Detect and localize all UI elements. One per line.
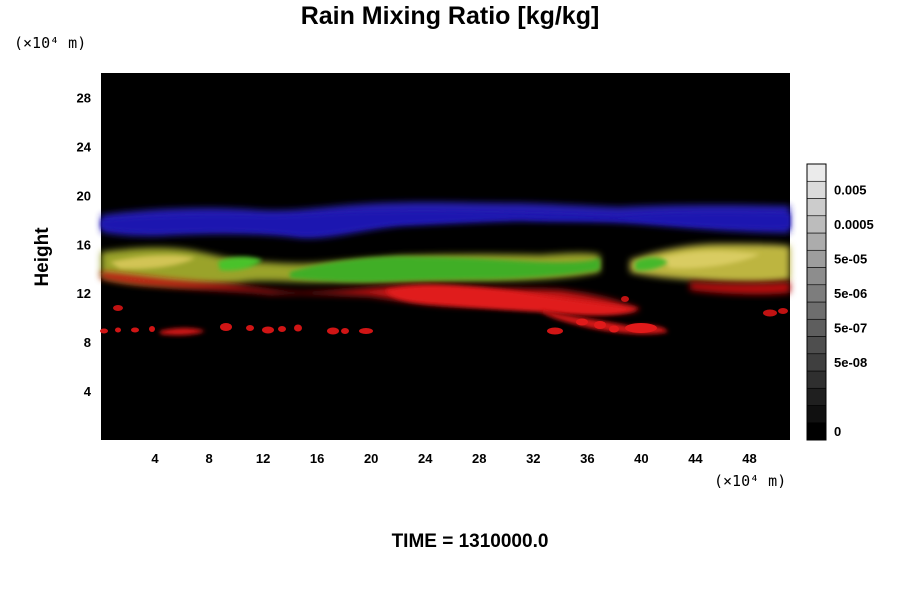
colorbar-swatch [806, 284, 827, 303]
colorbar-label: 5e-06 [834, 286, 867, 301]
y-tick-label: 24 [77, 139, 92, 154]
colorbar-swatch [806, 336, 827, 355]
x-tick-label: 12 [256, 451, 270, 466]
x-axis-unit: (×10⁴ m) [714, 472, 787, 490]
x-tick-label: 24 [418, 451, 433, 466]
x-tick-label: 20 [364, 451, 378, 466]
x-tick-label: 16 [310, 451, 324, 466]
colorbar-swatch [806, 301, 827, 320]
colorbar-swatch [806, 422, 827, 441]
colorbar-label: 5e-07 [834, 320, 867, 335]
x-tick-label: 48 [742, 451, 756, 466]
colorbar-label: 5e-08 [834, 355, 867, 370]
y-tick-label: 20 [77, 188, 91, 203]
x-tick-label: 40 [634, 451, 648, 466]
y-tick-label: 16 [77, 237, 91, 252]
x-tick-label: 32 [526, 451, 540, 466]
colorbar-swatch [806, 353, 827, 372]
colorbar-swatch [806, 318, 827, 337]
colorbar-swatch [806, 163, 827, 182]
colorbar-label: 0.0005 [834, 217, 874, 232]
x-tick-label: 28 [472, 451, 486, 466]
colorbar-swatch [806, 198, 827, 217]
colorbar-label: 5e-05 [834, 251, 867, 266]
chart-title: Rain Mixing Ratio [kg/kg] [300, 2, 600, 30]
y-tick-label: 4 [84, 384, 92, 399]
colorbar-swatch [806, 267, 827, 286]
x-tick-label: 36 [580, 451, 594, 466]
colorbar: 0.005 0.0005 5e-05 5e-06 5e-07 5e-08 0 [806, 163, 874, 441]
colorbar-swatch [806, 215, 827, 234]
x-tick-label: 44 [688, 451, 703, 466]
colorbar-swatch [806, 180, 827, 199]
colorbar-swatch [806, 232, 827, 251]
y-tick-label: 8 [84, 335, 91, 350]
colorbar-swatch [806, 387, 827, 406]
rain-blue-band [101, 202, 790, 239]
colorbar-label: 0.005 [834, 182, 867, 197]
y-tick-label: 28 [77, 90, 91, 105]
time-footer: TIME = 1310000.0 [391, 531, 549, 552]
x-axis-ticks: 4 8 12 16 20 24 28 32 36 40 44 48 [151, 451, 756, 466]
colorbar-swatch [806, 370, 827, 389]
colorbar-label: 0 [834, 424, 841, 439]
x-tick-label: 8 [205, 451, 212, 466]
x-tick-label: 4 [151, 451, 159, 466]
y-axis-unit: (×10⁴ m) [14, 34, 87, 52]
y-axis-ticks: 4 8 12 16 20 24 28 [77, 90, 92, 399]
rain-green-band [218, 256, 668, 282]
colorbar-swatch [806, 405, 827, 424]
rain-red-band [100, 272, 790, 336]
colorbar-swatch [806, 249, 827, 268]
colorbar-frame [806, 163, 827, 441]
y-tick-label: 12 [77, 286, 91, 301]
